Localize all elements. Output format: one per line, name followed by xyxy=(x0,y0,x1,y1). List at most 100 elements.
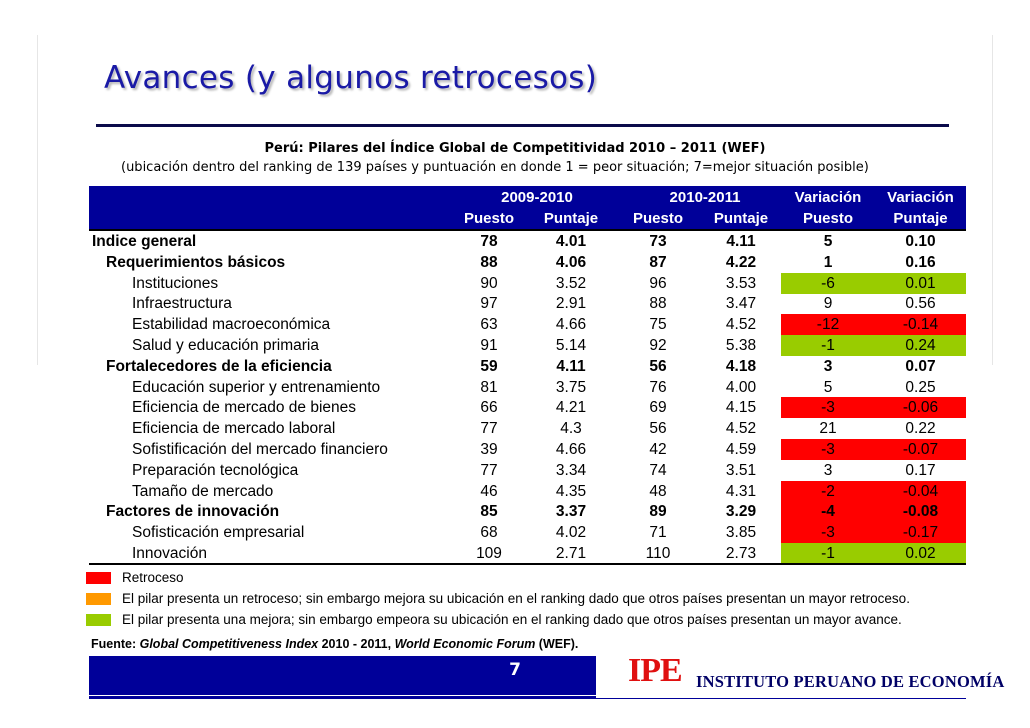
header-puesto-09: Puesto xyxy=(463,210,514,227)
legend-text-red: Retroceso xyxy=(122,570,184,585)
cell-vp: -1 xyxy=(821,337,835,354)
legend-text-green: El pilar presenta una mejora; sin embarg… xyxy=(122,612,902,627)
cell-p10: 56 xyxy=(649,420,667,438)
cell-s10: 3.85 xyxy=(725,524,757,542)
cell-p10: 71 xyxy=(649,524,667,542)
cell-vp: -1 xyxy=(821,545,835,562)
header-var-puntaje: Puntaje xyxy=(893,210,948,227)
cell-vp: 3 xyxy=(823,357,833,375)
cell-vp: 21 xyxy=(819,420,837,438)
table-row: Eficiencia de mercado de bienes 66 4.21 69 4… xyxy=(89,397,966,419)
table-row: Fortalecedores de la eficiencia 59 4.11 56 4… xyxy=(89,356,966,377)
cell-p10: 87 xyxy=(649,253,667,271)
header-puesto-10: Puesto xyxy=(632,210,683,227)
cell-s09: 4.21 xyxy=(555,399,587,417)
variation-highlight-green xyxy=(781,543,966,564)
cell-p09: 91 xyxy=(480,337,498,354)
table-row: Educación superior y entrenamiento 81 3.75… xyxy=(89,377,966,398)
cell-s09: 3.37 xyxy=(555,503,587,521)
table-row: Estabilidad macroeconómica 63 4.66 75 4.52 -1… xyxy=(89,314,966,336)
row-label: Innovación xyxy=(132,545,207,562)
row-label: Eficiencia de mercado de bienes xyxy=(132,399,357,417)
cell-s10: 3.29 xyxy=(725,503,757,521)
cell-s09: 5.14 xyxy=(555,337,587,354)
cell-p10: 76 xyxy=(649,378,667,396)
cell-p09: 88 xyxy=(480,253,498,271)
source-suffix: (WEF). xyxy=(535,637,579,651)
header-puntaje-10: Puntaje xyxy=(713,210,769,227)
variation-highlight-red xyxy=(781,314,966,336)
cell-s10: 4.52 xyxy=(725,316,757,334)
table-top-rule xyxy=(89,229,966,231)
variation-highlight-red xyxy=(781,501,966,523)
cell-vs: 0.25 xyxy=(905,378,936,396)
row-label: Estabilidad macroeconómica xyxy=(132,316,331,334)
source-middle: 2010 - 2011, xyxy=(318,637,395,651)
cell-s09: 2.91 xyxy=(555,295,587,313)
table-row: Requerimientos básicos 88 4.06 87 4.22 1 0.16 xyxy=(89,252,966,273)
cell-vs: -0.06 xyxy=(902,399,939,417)
row-label: Tamaño de mercado xyxy=(132,482,274,500)
cell-s10: 4.11 xyxy=(726,233,756,250)
table-row: Salud y educación primaria 91 5.14 92 5.38 -1… xyxy=(89,335,966,356)
table-row: Tamaño de mercado 46 4.35 48 4.31 -2 -0.04 xyxy=(89,480,966,502)
footer-line xyxy=(89,696,966,699)
cell-s09: 4.35 xyxy=(555,482,587,500)
cell-s09: 4.11 xyxy=(556,357,586,375)
cell-s10: 4.15 xyxy=(725,399,757,417)
table-header: 2009-2010 2010-2011 Variación Variación … xyxy=(89,186,966,230)
cell-vp: -3 xyxy=(821,524,835,542)
cell-s09: 4.01 xyxy=(555,233,587,250)
table-row: Innovación 109 2.71 110 2.73 -1 0.02 xyxy=(89,543,966,564)
cell-s10: 4.59 xyxy=(725,441,757,458)
cell-s10: 4.52 xyxy=(725,420,757,438)
cell-p10: 73 xyxy=(649,233,667,250)
source-title: Global Competitiveness Index xyxy=(139,637,319,651)
header-var-puesto: Puesto xyxy=(802,210,853,227)
cell-s10: 5.38 xyxy=(725,337,757,354)
cell-s09: 3.75 xyxy=(555,378,587,396)
cell-p10: 88 xyxy=(649,295,667,313)
cell-p09: 66 xyxy=(480,399,498,417)
table-row: Indice general 78 4.01 73 4.11 5 0.10 xyxy=(89,231,966,252)
cell-vs: 0.22 xyxy=(905,420,936,438)
source-org: World Economic Forum xyxy=(394,637,536,651)
legend-swatch-orange xyxy=(86,593,111,605)
cell-p09: 59 xyxy=(480,357,498,375)
cell-s09: 4.06 xyxy=(555,253,587,271)
cell-p09: 81 xyxy=(480,378,498,396)
ipe-logo: IPE INSTITUTO PERUANO DE ECONOMÍA xyxy=(596,652,1004,698)
cell-s10: 4.18 xyxy=(725,357,757,375)
header-variacion-puesto: Variación xyxy=(794,189,862,206)
row-label: Indice general xyxy=(92,233,197,250)
header-variacion-puntaje: Variación xyxy=(887,189,954,206)
cell-vp: -2 xyxy=(821,482,835,500)
cell-vs: 0.02 xyxy=(905,545,936,562)
cell-p10: 48 xyxy=(649,482,667,500)
cell-p10: 69 xyxy=(649,399,667,417)
cell-p09: 90 xyxy=(480,274,498,292)
row-label: Requerimientos básicos xyxy=(106,253,286,271)
cell-s10: 4.22 xyxy=(725,253,757,271)
cell-vp: -4 xyxy=(821,503,835,521)
cell-vs: -0.17 xyxy=(902,524,939,542)
cell-vs: 0.16 xyxy=(905,253,936,271)
cell-s10: 2.73 xyxy=(725,545,757,562)
cell-s09: 4.3 xyxy=(560,420,582,438)
cell-vp: 3 xyxy=(823,461,833,479)
cell-s10: 3.47 xyxy=(725,295,757,313)
cell-s10: 4.00 xyxy=(725,378,757,396)
legend-swatch-green xyxy=(86,614,111,626)
cell-vs: 0.17 xyxy=(905,461,936,479)
cell-p10: 110 xyxy=(645,545,671,562)
logo-name: INSTITUTO PERUANO DE ECONOMÍA xyxy=(696,672,1005,691)
table-subtitle: Perú: Pilares del Índice Global de Compe… xyxy=(264,141,766,156)
variation-highlight-red xyxy=(781,480,966,502)
cell-p09: 109 xyxy=(476,545,502,562)
cell-p10: 42 xyxy=(649,441,667,458)
cell-p09: 46 xyxy=(480,482,498,500)
variation-highlight-red xyxy=(781,522,966,544)
cell-vp: 5 xyxy=(823,233,833,250)
cell-p09: 97 xyxy=(480,295,498,313)
cell-vs: 0.07 xyxy=(905,357,936,375)
